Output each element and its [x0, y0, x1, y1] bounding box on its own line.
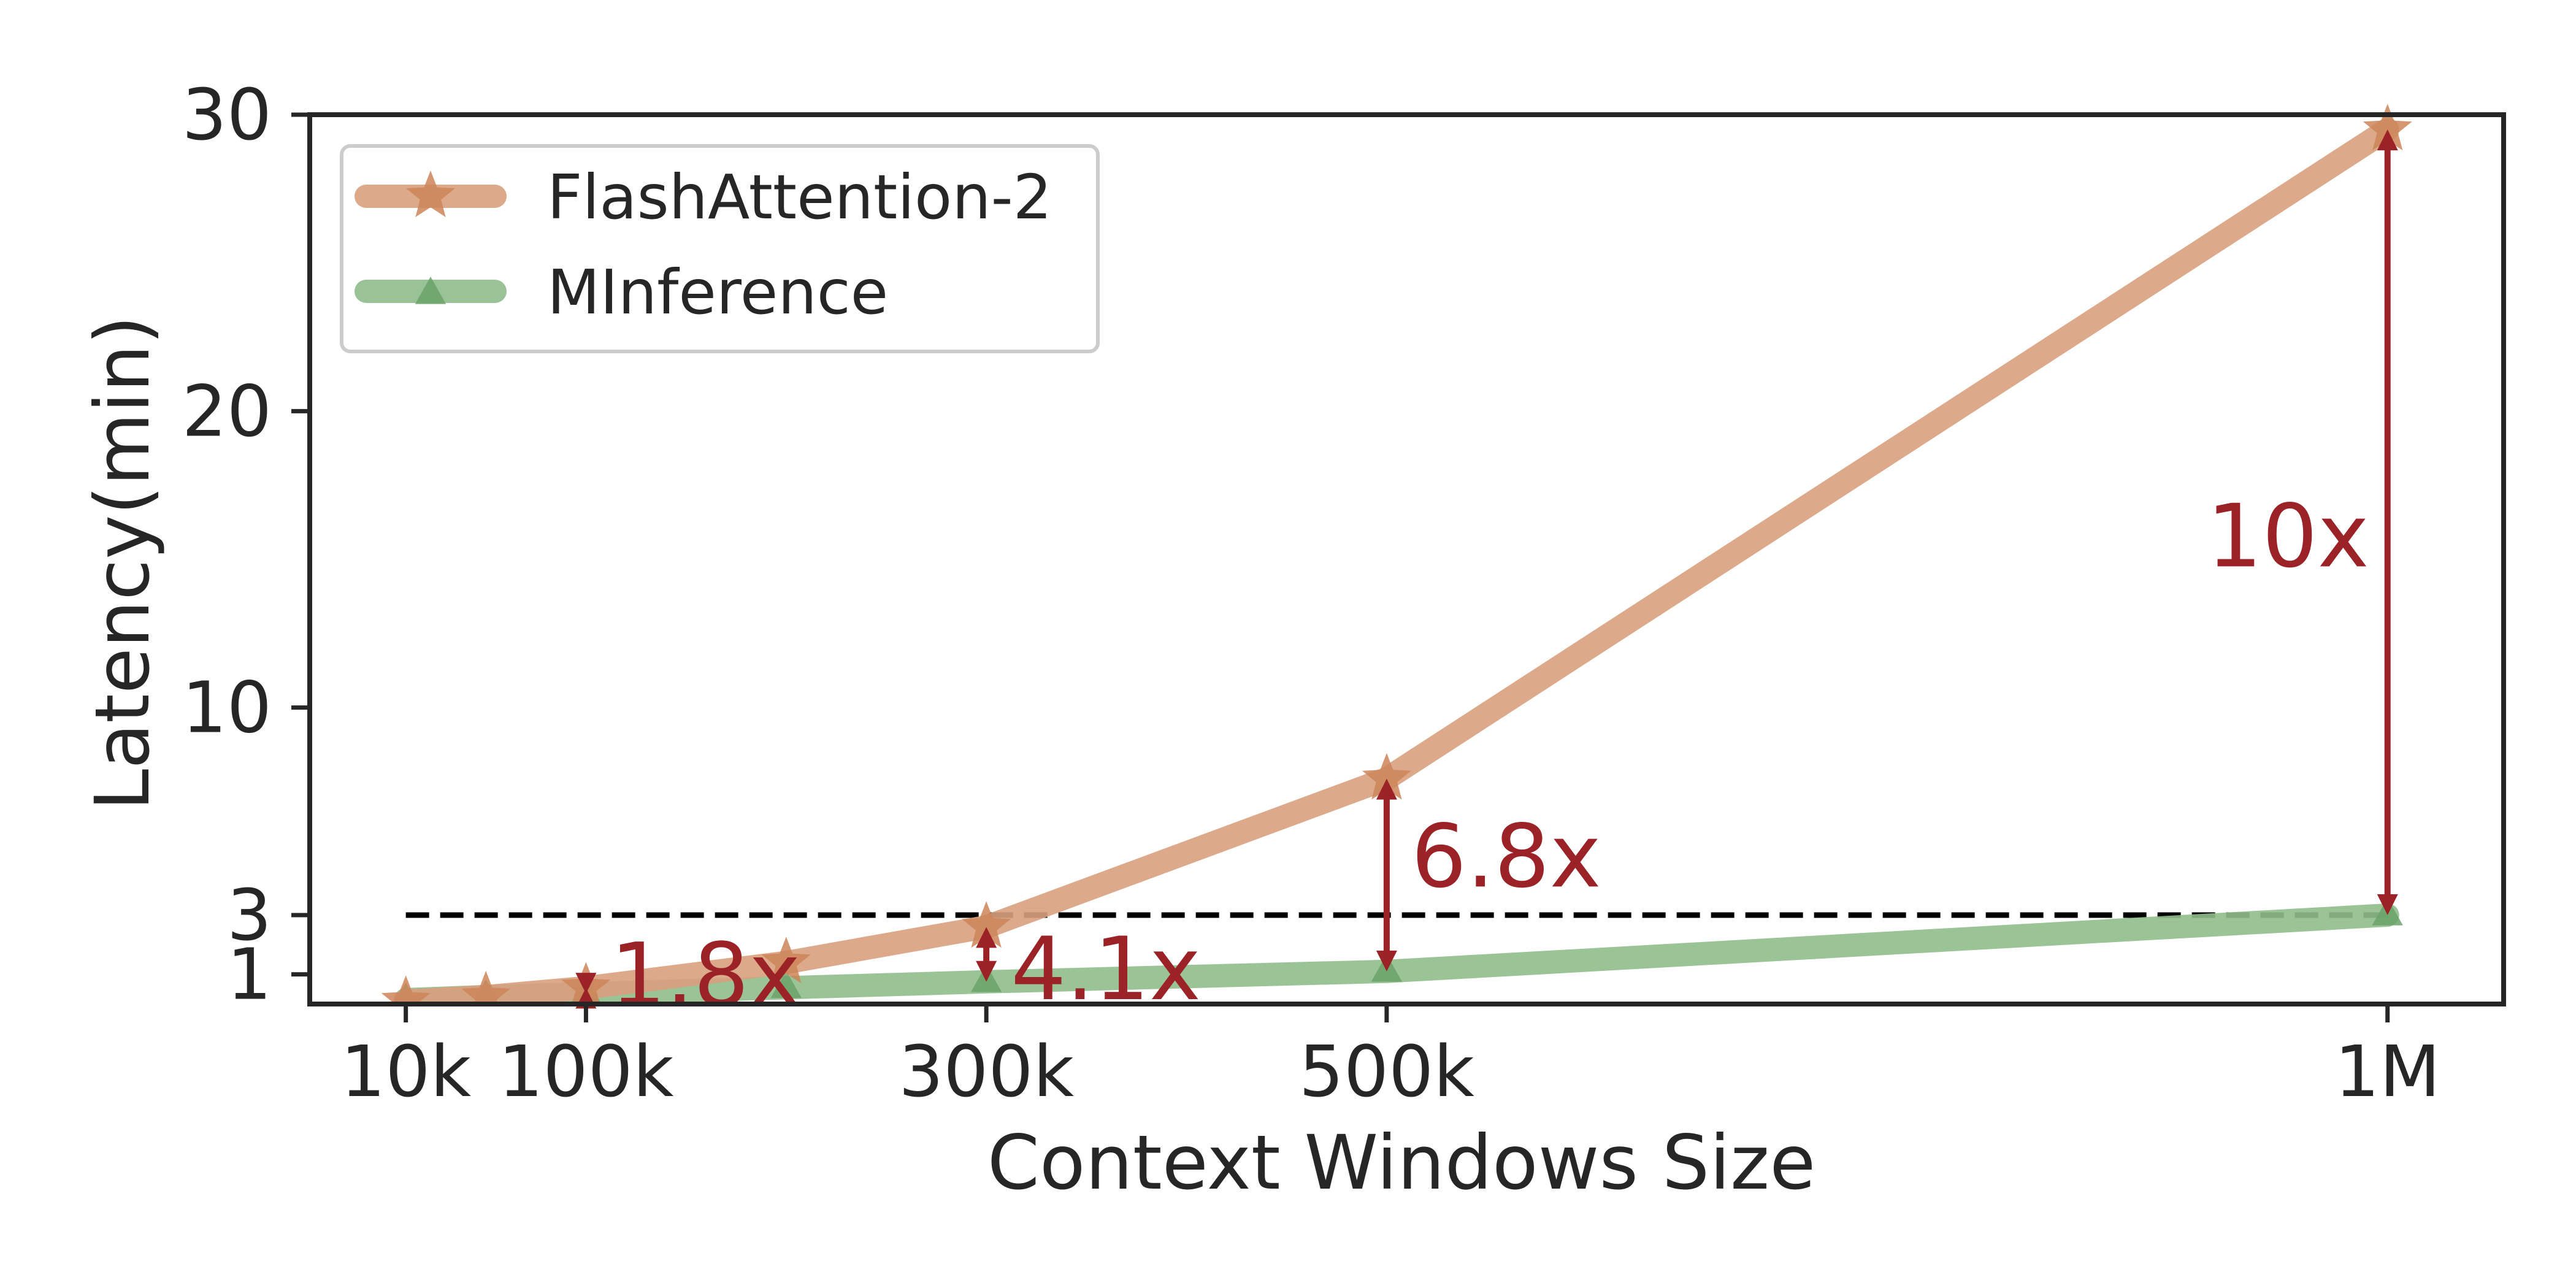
x-tick-label: 500k [1299, 1031, 1474, 1113]
star-marker [761, 937, 811, 984]
annotation-arrowhead-up [2377, 129, 2398, 151]
plot-frame [307, 112, 2506, 1006]
star-marker [406, 171, 455, 217]
legend: FlashAttention-2 MInference [340, 144, 1100, 353]
series-flashattention-2 [381, 104, 2412, 1004]
y-tick-label: 3 [227, 875, 272, 957]
speedup-label: 10x [2207, 486, 2369, 587]
star-marker [1362, 753, 1411, 800]
y-tick-label: 20 [182, 370, 272, 453]
annotation-arrowhead-down [1376, 950, 1397, 972]
triangle-marker [415, 277, 447, 304]
legend-label: FlashAttention-2 [547, 161, 1052, 233]
x-axis: 10k 100k 300k 500k 1M [340, 1004, 2440, 1113]
speedup-annotation: 6.8x [1376, 778, 1601, 972]
speedup-annotation: 10x [2207, 129, 2398, 915]
annotation-arrowhead-up [1376, 778, 1397, 800]
y-tick-label: 10 [182, 667, 272, 749]
annotation-arrowhead-up [976, 927, 997, 948]
y-tick-label: 1 [227, 934, 272, 1016]
star-marker [962, 901, 1011, 948]
star-marker [461, 970, 511, 1004]
annotation-arrowhead-down [2377, 894, 2398, 915]
y-axis: 13 10 20 30 [182, 74, 310, 1016]
triangle-marker [770, 970, 802, 999]
legend-item: FlashAttention-2 [355, 161, 1052, 233]
star-marker [381, 975, 431, 1004]
speedup-label: 1.8x [610, 925, 800, 1026]
x-axis-label: Context Windows Size [987, 1119, 1816, 1206]
x-tick-label: 1M [2335, 1031, 2440, 1113]
legend-item: MInference [355, 256, 888, 328]
y-tick-label: 30 [182, 74, 272, 156]
speedup-label: 6.8x [1411, 806, 1601, 907]
y-axis-label: Latency(min) [79, 315, 166, 810]
star-marker [2363, 104, 2412, 151]
annotation-arrowhead-down [976, 960, 997, 982]
x-tick-label: 300k [899, 1031, 1074, 1113]
x-tick-label: 100k [498, 1031, 673, 1113]
x-tick-label: 10k [340, 1031, 471, 1113]
legend-label: MInference [547, 256, 888, 328]
annotation-arrowhead-down [575, 973, 597, 994]
legend-box [340, 144, 1100, 353]
